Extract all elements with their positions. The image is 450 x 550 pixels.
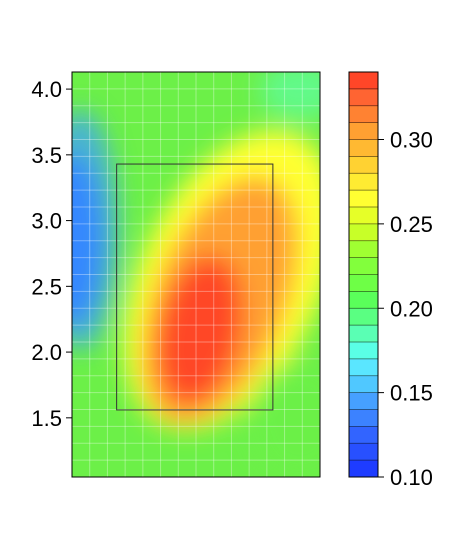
colorbar-level: [349, 426, 378, 444]
colorbar-frame: [348, 71, 379, 478]
y-tick-label: 3.0: [31, 209, 62, 234]
colorbar-tick-label: 0.30: [390, 128, 433, 153]
colorbar-level: [349, 342, 378, 360]
y-tick-label: 2.5: [31, 274, 62, 299]
colorbar-level: [349, 460, 378, 478]
colorbar-tick-label: 0.25: [390, 212, 433, 237]
colorbar-level: [349, 173, 378, 191]
colorbar-level: [349, 139, 378, 157]
colorbar-level: [349, 274, 378, 292]
y-axis: 1.5 2.0 2.5 3.0 3.5 4.0: [31, 77, 72, 431]
plot-frame: [71, 71, 321, 478]
colorbar-level: [349, 308, 378, 326]
colorbar-level: [349, 122, 378, 140]
field-top-right-green: [260, 72, 320, 120]
colorbar-tick-label: 0.15: [390, 381, 433, 406]
colorbar-axis: 0.10 0.15 0.20 0.25 0.30: [378, 128, 433, 490]
colorbar-level: [349, 325, 378, 343]
heatmap-fields: [72, 72, 320, 477]
colorbar-level: [349, 207, 378, 225]
colorbar-level: [349, 291, 378, 309]
y-tick-label: 4.0: [31, 77, 62, 102]
colorbar-level: [349, 358, 378, 377]
colorbar-level: [349, 240, 378, 258]
field-red-core: [157, 256, 243, 404]
colorbar-level: [349, 257, 378, 275]
colorbar-level: [349, 105, 378, 123]
y-tick-label: 1.5: [31, 406, 62, 431]
colorbar-level: [349, 72, 378, 90]
heatmap-plot: [72, 72, 320, 477]
field-lower-green: [250, 360, 320, 477]
colorbar-tick-label: 0.20: [390, 296, 433, 321]
colorbar-level: [349, 223, 378, 242]
field-cyan-halo: [72, 110, 118, 350]
colorbar-level: [349, 88, 378, 107]
y-tick-label: 2.0: [31, 340, 62, 365]
colorbar-tick-label: 0.10: [390, 465, 433, 490]
colorbar-level: [349, 190, 378, 208]
colorbar-level: [349, 443, 378, 461]
colorbar-level: [349, 375, 378, 393]
highlight-box: [116, 163, 274, 411]
y-tick-label: 3.5: [31, 143, 62, 168]
colorbar-level: [349, 156, 378, 174]
colorbar-level: [349, 392, 378, 410]
colorbar-level: [349, 409, 378, 427]
colorbar: [349, 72, 378, 478]
